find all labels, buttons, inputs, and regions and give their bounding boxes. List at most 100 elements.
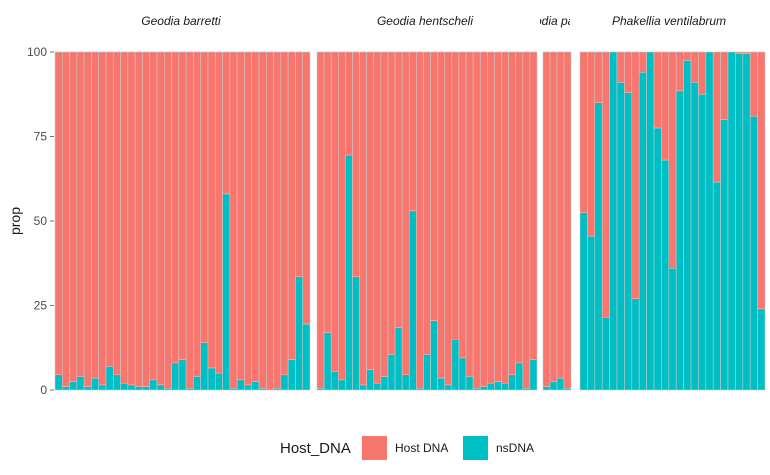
bar-nsdna: [295, 276, 304, 391]
bar-nsdna: [423, 354, 431, 391]
bar-nsdna: [98, 384, 107, 391]
y-tick-label: 25: [34, 299, 48, 313]
bar-host-dna: [127, 51, 136, 386]
bar-nsdna: [54, 374, 63, 391]
bar-host-dna: [542, 51, 551, 387]
bar-host-dna: [638, 51, 647, 73]
bar-host-dna: [171, 51, 180, 364]
bar-host-dna: [352, 51, 360, 278]
bar-nsdna: [515, 362, 524, 391]
bar-host-dna: [451, 51, 460, 340]
bar-host-dna: [394, 51, 403, 328]
bar-nsdna: [698, 93, 707, 391]
bar-host-dna: [302, 51, 311, 325]
bar-nsdna: [280, 374, 289, 391]
bar-nsdna: [690, 82, 699, 391]
bar-nsdna: [501, 382, 509, 391]
y-axis-label: prop: [7, 207, 23, 235]
bar-host-dna: [91, 51, 100, 379]
bar-host-dna: [380, 51, 389, 377]
bar-host-dna: [251, 51, 260, 382]
bar-host-dna: [487, 51, 495, 384]
bar-nsdna: [587, 235, 596, 391]
bar-host-dna: [594, 51, 603, 104]
bar-host-dna: [54, 51, 63, 376]
bar-nsdna: [394, 327, 403, 391]
bar-nsdna: [522, 388, 531, 391]
y-tick-label: 0: [40, 383, 47, 397]
bar-host-dna: [423, 51, 431, 355]
bar-host-dna: [515, 51, 524, 364]
bar-nsdna: [222, 193, 231, 391]
bar-host-dna: [373, 51, 382, 384]
facet-panel: Geodia parva: [519, 14, 591, 392]
bar-host-dna: [178, 51, 187, 360]
bar-nsdna: [616, 82, 625, 391]
bar-host-dna: [61, 51, 70, 387]
bar-nsdna: [529, 359, 538, 391]
bar-nsdna: [373, 382, 382, 391]
bar-nsdna: [156, 384, 165, 391]
bar-nsdna: [601, 317, 610, 391]
bar-host-dna: [149, 51, 158, 381]
legend: Host_DNA Host DNA nsDNA: [280, 436, 534, 460]
bar-nsdna: [416, 388, 424, 391]
bar-host-dna: [69, 51, 78, 382]
bar-host-dna: [683, 51, 692, 61]
bar-host-dna: [316, 51, 325, 389]
legend-title: Host_DNA: [280, 440, 351, 457]
bar-nsdna: [316, 388, 325, 391]
bar-nsdna: [556, 377, 565, 391]
bar-host-dna: [472, 51, 481, 389]
bar-host-dna: [601, 51, 610, 318]
bar-host-dna: [345, 51, 353, 156]
bar-nsdna: [401, 374, 410, 391]
bar-host-dna: [265, 51, 274, 391]
bar-host-dna: [295, 51, 304, 278]
bar-nsdna: [163, 388, 172, 391]
bar-host-dna: [185, 51, 194, 389]
bar-nsdna: [76, 376, 85, 391]
y-tick-label: 50: [34, 214, 48, 228]
bar-nsdna: [61, 386, 70, 391]
bar-nsdna: [134, 386, 143, 391]
bar-nsdna: [594, 102, 603, 391]
bar-host-dna: [112, 51, 121, 376]
bar-nsdna: [720, 119, 729, 391]
bar-host-dna: [675, 51, 684, 92]
bar-host-dna: [244, 51, 253, 386]
bar-host-dna: [200, 51, 209, 343]
legend-label-host-dna: Host DNA: [395, 441, 448, 455]
bar-nsdna: [631, 298, 640, 391]
bar-nsdna: [142, 386, 151, 391]
bar-host-dna: [387, 51, 396, 355]
bar-host-dna: [501, 51, 509, 384]
bar-host-dna: [661, 51, 670, 161]
bar-host-dna: [529, 51, 538, 360]
bar-nsdna: [359, 384, 367, 391]
bar-host-dna: [494, 51, 502, 382]
legend-swatch-host-dna: [362, 436, 387, 460]
bar-nsdna: [69, 381, 78, 391]
bar-host-dna: [549, 51, 558, 382]
bar-host-dna: [337, 51, 346, 381]
bar-host-dna: [712, 51, 721, 183]
facet-panel: Phakellia ventilabrum: [579, 14, 766, 392]
bar-host-dna: [98, 51, 107, 386]
bar-host-dna: [416, 51, 424, 389]
legend-swatch-nsdna: [463, 436, 488, 460]
facet-panels: Geodia barretti Geodia hentscheli Geodia p…: [54, 14, 766, 392]
bar-nsdna: [236, 379, 245, 391]
bar-nsdna: [735, 53, 744, 391]
bar-nsdna: [387, 354, 396, 391]
facet-panel: Geodia barretti: [54, 14, 311, 392]
legend-label-nsdna: nsDNA: [496, 441, 534, 455]
bar-host-dna: [120, 51, 129, 384]
bar-nsdna: [366, 369, 375, 391]
facet-strip-label: Geodia parva: [519, 14, 591, 28]
bar-nsdna: [609, 51, 618, 391]
facet-strip-label: Geodia hentscheli: [377, 14, 473, 28]
bar-nsdna: [345, 154, 353, 391]
bar-nsdna: [171, 362, 180, 391]
bar-nsdna: [451, 338, 460, 391]
